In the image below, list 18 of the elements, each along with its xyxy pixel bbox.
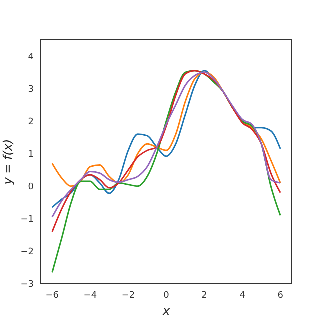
y-tick-label: 1: [28, 150, 34, 160]
y-tick-label: 0: [28, 182, 34, 192]
x-tick-label: −4: [84, 291, 98, 301]
x-tick-label: −6: [46, 291, 60, 301]
line-series: [52, 72, 282, 188]
x-tick-label: 6: [278, 291, 284, 301]
y-tick-label: −1: [20, 214, 34, 225]
x-tick-label: 2: [202, 291, 208, 301]
y-tick-label: 4: [28, 52, 34, 62]
x-axis-title: x: [162, 304, 171, 318]
y-tick-label: 3: [28, 84, 34, 95]
y-tick-label: −2: [20, 247, 34, 258]
x-tick-label: 0: [164, 291, 170, 301]
x-tick-label: −2: [122, 291, 136, 301]
y-axis-title: y = f(x): [1, 139, 15, 186]
y-tick-label: 2: [28, 117, 34, 128]
x-tick-label: 4: [240, 291, 246, 301]
y-tick-label: −3: [20, 280, 34, 290]
